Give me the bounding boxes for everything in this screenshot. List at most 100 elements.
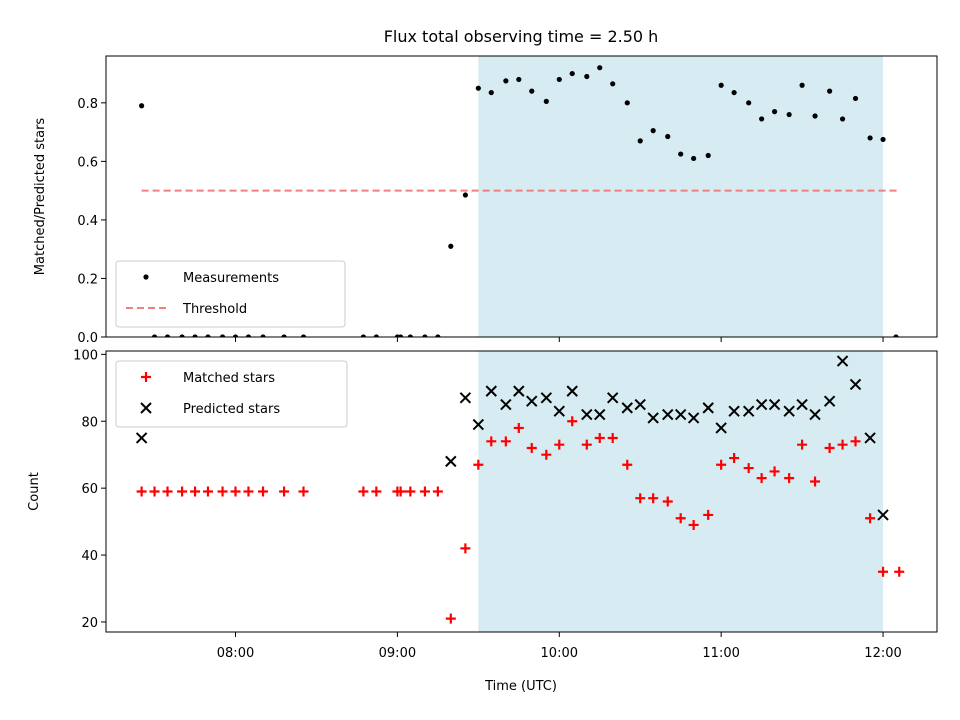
data-point xyxy=(624,100,630,106)
data-point xyxy=(135,432,148,444)
data-point xyxy=(395,486,406,497)
data-point xyxy=(606,392,619,404)
data-point xyxy=(540,392,553,404)
observing-span xyxy=(478,56,884,337)
data-point xyxy=(824,443,835,454)
data-point xyxy=(513,422,524,433)
data-point xyxy=(797,439,808,450)
legend-label: Measurements xyxy=(183,271,279,286)
data-point xyxy=(435,334,441,337)
data-point xyxy=(783,405,795,417)
axes-frame xyxy=(105,55,938,338)
data-point xyxy=(687,412,700,424)
data-point xyxy=(139,103,145,109)
data-point xyxy=(360,334,366,337)
data-point xyxy=(594,408,606,421)
data-point xyxy=(597,65,603,71)
data-point xyxy=(674,408,687,421)
data-point xyxy=(460,543,471,554)
data-point xyxy=(823,395,836,407)
data-point xyxy=(759,116,765,122)
bottom-panel: 20 40 60 80 100 08:00 09:00 10:00 11:00 12:00 Coun… xyxy=(27,348,938,661)
x-tick-label: 09:00 xyxy=(379,646,416,661)
data-point xyxy=(894,566,905,577)
data-point xyxy=(432,486,443,497)
data-point xyxy=(202,486,213,497)
data-point xyxy=(610,81,616,87)
data-point xyxy=(503,78,509,84)
legend-marker xyxy=(141,372,151,382)
legend: Measurements Threshold xyxy=(115,260,346,328)
data-point xyxy=(205,334,211,337)
data-point xyxy=(448,243,454,249)
data-point xyxy=(731,89,737,96)
legend-box xyxy=(115,260,346,328)
data-point xyxy=(298,486,309,497)
y-tick-label: 40 xyxy=(81,549,98,564)
data-point xyxy=(279,486,290,497)
data-point xyxy=(422,334,428,337)
legend-box xyxy=(115,360,348,428)
data-point xyxy=(243,486,254,497)
data-point xyxy=(837,439,848,450)
top-panel: 0.0 0.2 0.4 0.6 0.8 Matched/Predicted stars Me… xyxy=(33,55,938,346)
y-tick-label: 80 xyxy=(81,415,98,430)
data-point xyxy=(810,476,821,487)
data-point xyxy=(475,85,481,91)
data-point xyxy=(675,513,686,524)
data-point xyxy=(637,138,643,144)
data-point xyxy=(500,398,512,411)
legend-marker xyxy=(140,402,152,414)
data-point xyxy=(622,459,633,470)
data-point xyxy=(500,436,511,447)
data-point xyxy=(799,82,805,88)
data-point xyxy=(217,486,228,497)
data-point xyxy=(407,334,413,337)
y-axis-label: Matched/Predicted stars xyxy=(33,118,48,276)
x-tick-label: 11:00 xyxy=(702,646,739,661)
data-point xyxy=(728,405,740,417)
data-point xyxy=(756,473,767,484)
data-point xyxy=(260,334,266,337)
data-point xyxy=(526,395,538,407)
data-point xyxy=(621,402,633,414)
data-point xyxy=(769,466,780,477)
data-point xyxy=(880,136,886,143)
data-point xyxy=(715,422,727,434)
data-point xyxy=(300,334,307,337)
data-point xyxy=(768,398,781,411)
data-point xyxy=(373,334,379,337)
data-point xyxy=(635,493,646,504)
data-point xyxy=(445,613,456,624)
data-point xyxy=(358,486,369,497)
data-point xyxy=(177,486,188,497)
data-point xyxy=(796,398,808,411)
data-point xyxy=(703,509,714,520)
data-point xyxy=(786,111,792,118)
legend-label: Threshold xyxy=(182,302,247,317)
data-point xyxy=(472,418,485,431)
data-point xyxy=(877,509,889,521)
data-point xyxy=(647,412,659,424)
data-point xyxy=(543,98,549,104)
data-point xyxy=(190,486,201,497)
data-point xyxy=(809,408,821,421)
data-point xyxy=(836,355,849,367)
x-axis-label: Time (UTC) xyxy=(484,679,557,694)
data-point xyxy=(516,76,522,83)
data-point xyxy=(371,486,382,497)
data-point xyxy=(691,155,697,162)
data-point xyxy=(648,493,659,504)
legend-label: Matched stars xyxy=(183,371,275,386)
data-point xyxy=(151,334,158,337)
y-tick-label: 0.2 xyxy=(77,272,98,287)
data-point xyxy=(594,432,605,443)
data-point xyxy=(742,405,755,417)
data-point xyxy=(662,408,674,421)
y-tick-label: 0.4 xyxy=(77,214,98,229)
data-point xyxy=(419,486,430,497)
data-point xyxy=(743,463,754,474)
data-point xyxy=(553,405,565,417)
legend-label: Predicted stars xyxy=(183,402,280,417)
